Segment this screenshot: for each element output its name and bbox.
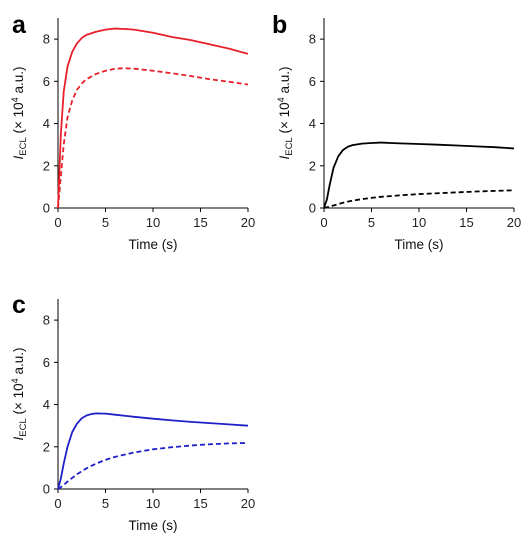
panel-a-x-tick-label: 20 (241, 215, 255, 230)
panel-b-dashed-line (323, 189, 515, 209)
panel-a-label: a (12, 11, 27, 39)
panel-b-x-tick-label: 10 (412, 215, 426, 230)
panel-c-x-axis-title: Time (s) (129, 518, 178, 533)
panel-c-y-tick-label: 0 (43, 482, 50, 497)
panel-b-y-tick-label: 4 (309, 116, 316, 131)
panel-a-chart: a 0 2 4 6 8 0 5 10 15 20 Time (s) IECL (× 104 a.u.) (10, 11, 255, 252)
panel-c-y-axis-title: IECL (× 104 a.u.) (10, 348, 29, 441)
panel-a-y-tick-label: 8 (43, 32, 50, 47)
panel-a-x-tick-label: 15 (193, 215, 207, 230)
panel-a-y-tick-label: 0 (43, 201, 50, 216)
panel-a-dashed-line (57, 67, 249, 209)
panel-b-y-tick-label: 2 (309, 158, 316, 173)
panel-c-solid-line (57, 412, 249, 490)
panel-b-y-tick-label: 6 (309, 74, 316, 89)
panel-a-solid-line (57, 27, 249, 209)
panel-a-y-tick-label: 2 (43, 158, 50, 173)
panel-b-x-tick-label: 5 (368, 215, 375, 230)
panel-c-x-tick-label: 10 (146, 496, 160, 511)
panel-c-x-tick-label: 20 (241, 496, 255, 511)
panel-b-x-tick-label: 15 (459, 215, 473, 230)
panel-c-chart: c 0 2 4 6 8 0 5 10 15 20 Time (s) IECL (× 104 a.u.) (10, 291, 255, 533)
panel-b-label: b (272, 11, 287, 39)
panel-c-y-tick-label: 4 (43, 397, 50, 412)
panel-a-x-tick-label: 5 (102, 215, 109, 230)
panel-b-y-axis-title: IECL (× 104 a.u.) (276, 67, 295, 160)
panel-c-y-tick-label: 8 (43, 313, 50, 328)
panel-b-solid-line (323, 141, 515, 209)
panel-c-y-tick-label: 2 (43, 439, 50, 454)
panel-a-x-tick-label: 10 (146, 215, 160, 230)
panel-a-x-axis-title: Time (s) (129, 237, 178, 252)
panel-b-x-tick-label: 20 (507, 215, 521, 230)
panel-b-y-tick-label: 8 (309, 32, 316, 47)
panel-a-x-tick-label: 0 (54, 215, 61, 230)
panel-b-x-axis-title: Time (s) (395, 237, 444, 252)
panel-b-chart: b 0 2 4 6 8 0 5 10 15 20 Time (s) IECL (× 104 a.u.) (272, 11, 521, 252)
panel-c-dashed-line (57, 442, 249, 490)
panel-c-x-tick-label: 5 (102, 496, 109, 511)
panel-a-y-tick-label: 6 (43, 74, 50, 89)
panel-c-x-tick-label: 15 (193, 496, 207, 511)
panel-c-y-tick-label: 6 (43, 355, 50, 370)
panel-c-label: c (12, 291, 26, 319)
panel-a-y-tick-label: 4 (43, 116, 50, 131)
panel-b-y-tick-label: 0 (309, 201, 316, 216)
panel-c-x-tick-label: 0 (54, 496, 61, 511)
panel-b-x-tick-label: 0 (320, 215, 327, 230)
panel-a-y-axis-title: IECL (× 104 a.u.) (10, 67, 29, 160)
